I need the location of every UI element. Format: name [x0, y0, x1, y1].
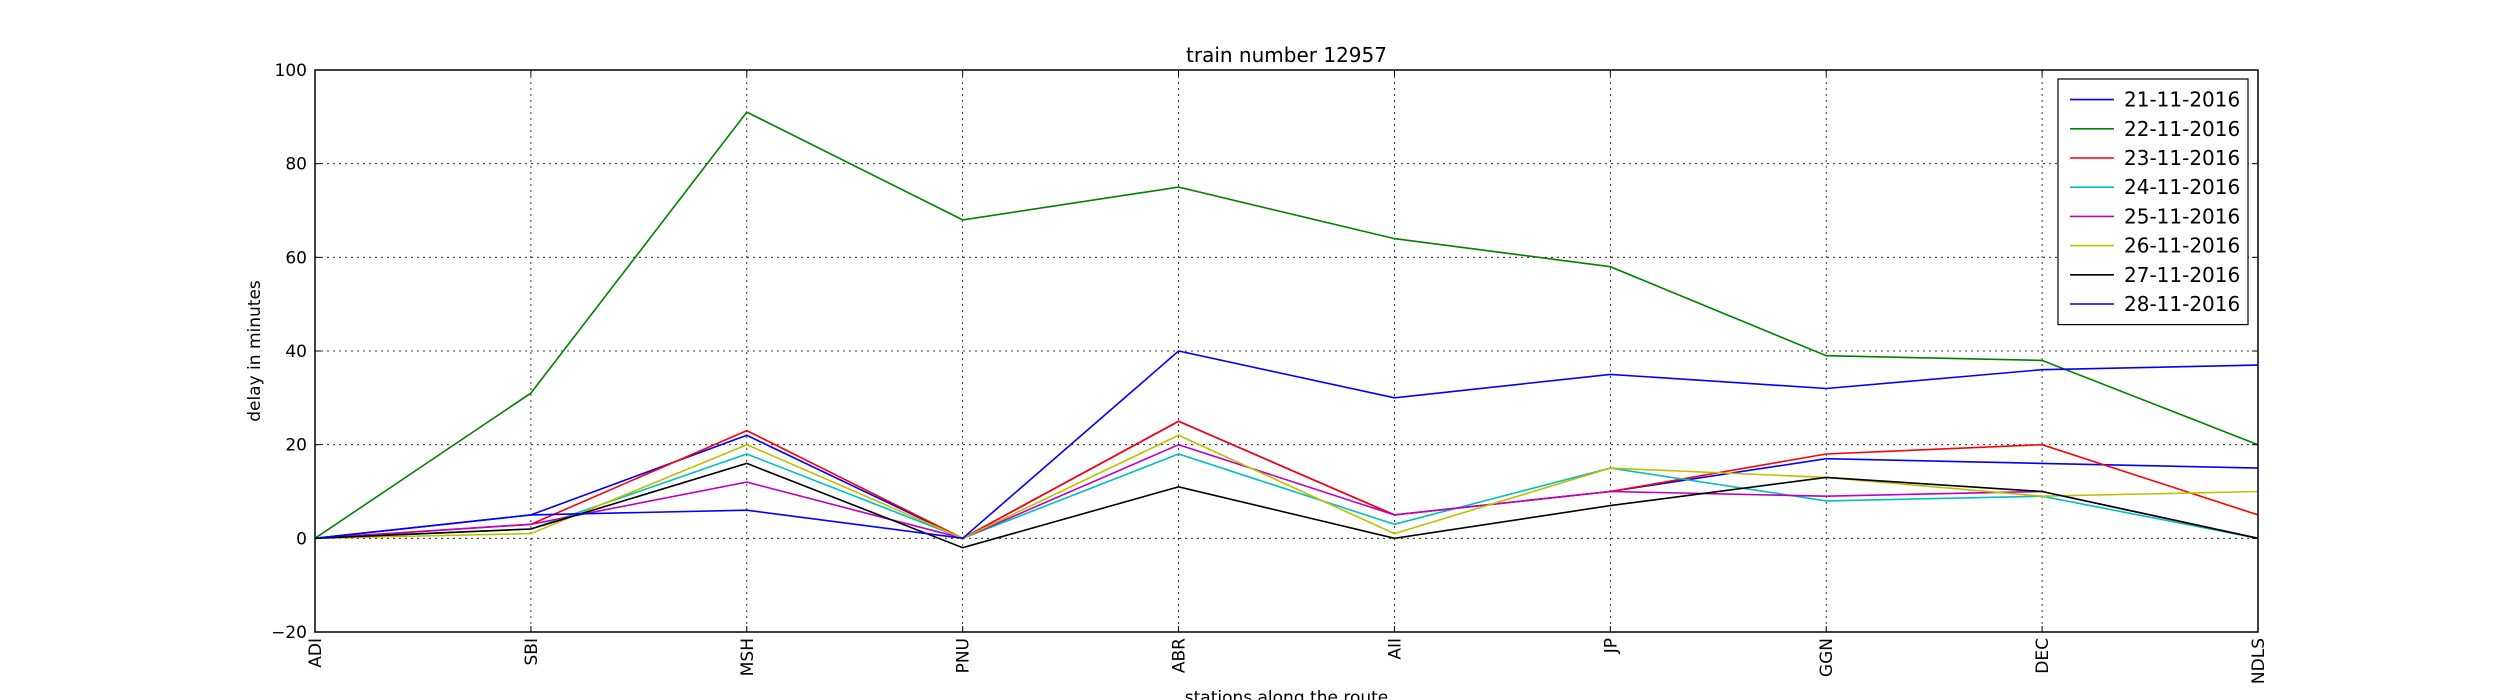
series-line-7	[314, 350, 2259, 540]
axis-ticks: ADI SBI MSH PNU ABR AII JP GGN DEC NDLS −20 0 20 40 60…	[271, 61, 2269, 684]
legend: 21-11-2016 22-11-2016 23-11-2016 24-11-2016…	[2057, 78, 2249, 326]
legend-label: 23-11-2016	[2124, 146, 2240, 170]
series-line-5	[314, 434, 2259, 540]
x-tick-label: SBI	[522, 638, 542, 665]
x-tick-label: ABR	[1170, 638, 1190, 673]
legend-label: 24-11-2016	[2124, 175, 2240, 199]
y-tick-label: 80	[285, 155, 307, 175]
chart-title: train number 12957	[1186, 43, 1387, 67]
series-line-2	[314, 420, 2259, 540]
legend-box	[2057, 78, 2249, 326]
series-line-3	[314, 453, 2259, 540]
x-tick-label: NDLS	[2249, 638, 2269, 684]
x-axis-label: stations along the route	[1185, 688, 1389, 700]
x-tick-label: JP	[1601, 638, 1621, 654]
y-tick-label: 20	[285, 436, 307, 456]
y-tick-label: 40	[285, 342, 307, 362]
x-tick-label: GGN	[1817, 638, 1837, 677]
x-tick-label: MSH	[738, 638, 758, 676]
legend-label: 27-11-2016	[2124, 263, 2240, 287]
y-tick-label: 0	[296, 529, 307, 549]
series-line-4	[314, 443, 2259, 540]
x-tick-label: DEC	[2033, 638, 2053, 674]
series-lines	[314, 111, 2259, 549]
x-tick-label: ADI	[306, 638, 326, 668]
y-axis-label: delay in minutes	[245, 280, 265, 422]
y-tick-label: 60	[285, 248, 307, 268]
legend-label: 28-11-2016	[2124, 292, 2240, 316]
y-tick-label: −20	[271, 623, 307, 643]
legend-label: 25-11-2016	[2124, 204, 2240, 228]
grid-lines	[314, 69, 2259, 633]
legend-label: 26-11-2016	[2124, 234, 2240, 258]
y-tick-label: 100	[275, 61, 307, 81]
legend-label: 22-11-2016	[2124, 117, 2240, 141]
x-tick-label: PNU	[954, 638, 974, 673]
series-line-6	[314, 462, 2259, 549]
series-line-1	[314, 111, 2259, 539]
x-tick-label: AII	[1385, 638, 1405, 660]
legend-label: 21-11-2016	[2124, 88, 2240, 112]
